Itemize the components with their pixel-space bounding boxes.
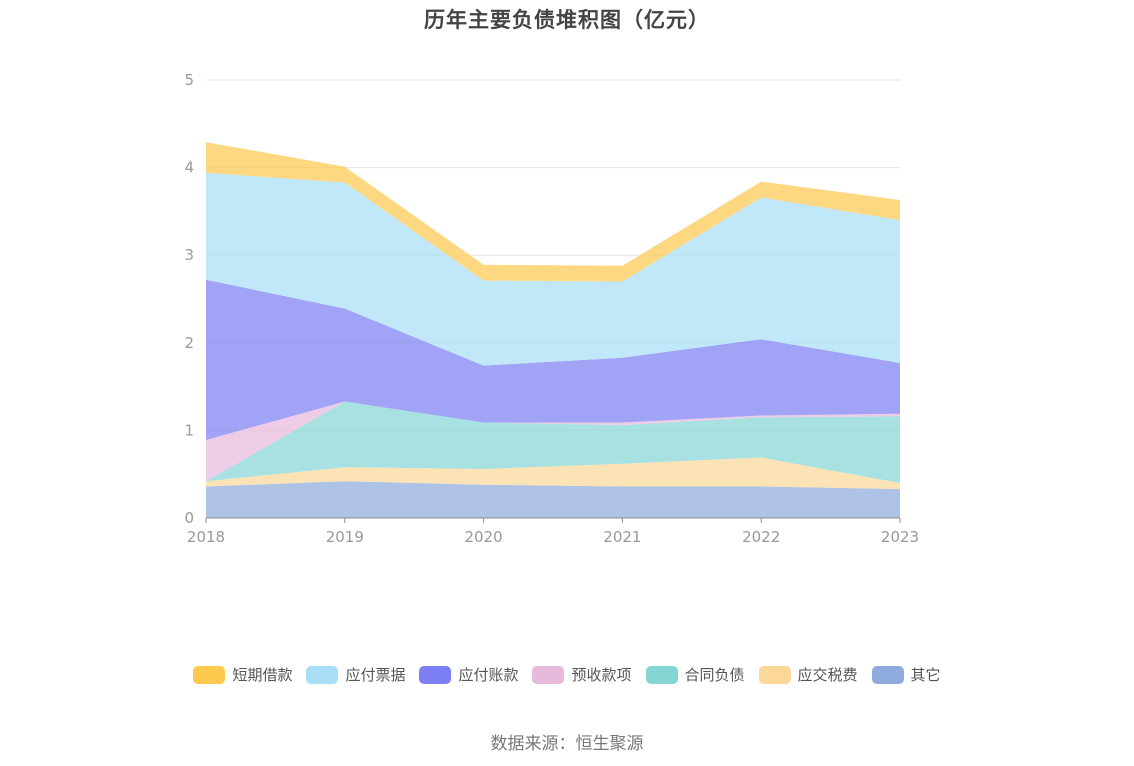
x-tick-label: 2019 <box>326 528 364 546</box>
legend-item[interactable]: 合同负债 <box>645 664 745 685</box>
legend-label: 其它 <box>910 666 941 684</box>
legend-swatch <box>532 665 565 684</box>
area-应付票据 <box>206 172 900 366</box>
legend-label: 合同负债 <box>684 666 745 684</box>
area-合同负债 <box>206 401 900 483</box>
legend-label: 应付票据 <box>345 666 406 684</box>
area-应付账款 <box>206 279 900 441</box>
x-tick-label: 2021 <box>603 528 641 546</box>
legend-item[interactable]: 应交税费 <box>758 664 858 685</box>
y-tick-label: 1 <box>184 421 194 439</box>
legend-item[interactable]: 预收款项 <box>532 664 632 685</box>
legend-label: 短期借款 <box>232 666 293 684</box>
legend-swatch <box>306 665 339 684</box>
legend-swatch <box>645 665 678 684</box>
area-短期借款 <box>206 142 900 282</box>
area-其它 <box>206 481 900 518</box>
legend-item[interactable]: 应付票据 <box>306 664 405 685</box>
area-series <box>206 142 900 518</box>
x-tick-label: 2018 <box>187 528 225 546</box>
y-tick-label: 5 <box>184 71 194 89</box>
legend-swatch <box>193 665 226 684</box>
y-tick-label: 4 <box>184 159 194 177</box>
legend-item[interactable]: 其它 <box>871 664 941 685</box>
stacked-area-chart: 0 1 2 3 4 5 2018 2019 2020 2021 2022 2023 <box>184 71 919 546</box>
source-note: 数据来源：恒生聚源 <box>490 734 644 754</box>
legend-swatch <box>758 665 791 684</box>
legend-item[interactable]: 短期借款 <box>193 664 292 685</box>
legend-swatch <box>419 665 452 684</box>
area-应交税费 <box>206 457 900 490</box>
axes: 0 1 2 3 4 5 2018 2019 2020 2021 2022 2023 <box>184 71 919 546</box>
chart-title: 历年主要负债堆积图（亿元） <box>424 8 710 32</box>
y-tick-label: 3 <box>184 246 194 264</box>
x-tick-label: 2020 <box>465 528 503 546</box>
x-tick-label: 2022 <box>742 528 780 546</box>
legend: 短期借款 应付票据 应付账款 预收款项 合同负债 应交税费 其它 <box>0 664 1134 685</box>
y-tick-label: 0 <box>184 509 194 527</box>
legend-swatch <box>871 665 904 684</box>
y-tick-label: 2 <box>184 334 194 352</box>
x-tick-label: 2023 <box>881 528 919 546</box>
legend-label: 应交税费 <box>797 666 858 684</box>
legend-item[interactable]: 应付账款 <box>419 664 518 685</box>
legend-label: 应付账款 <box>458 666 519 684</box>
legend-label: 预收款项 <box>571 666 632 684</box>
